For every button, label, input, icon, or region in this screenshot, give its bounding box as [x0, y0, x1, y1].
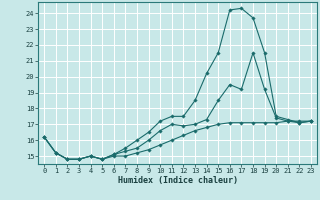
X-axis label: Humidex (Indice chaleur): Humidex (Indice chaleur) [118, 176, 238, 185]
